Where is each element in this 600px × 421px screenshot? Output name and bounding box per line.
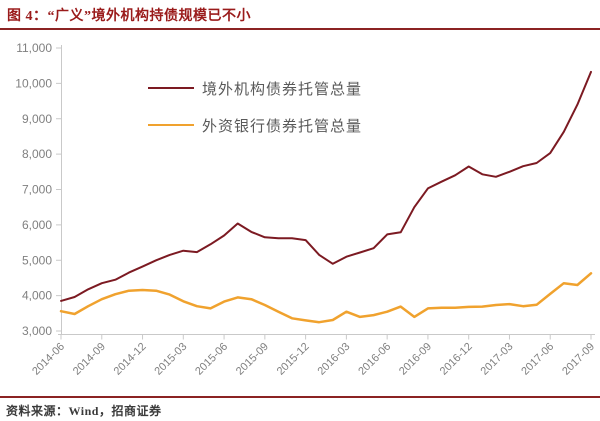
legend-line-swatch-red <box>148 87 194 89</box>
chart-legend: 境外机构债券托管总量 外资银行债券托管总量 <box>148 77 362 136</box>
y-axis-tick-label: 10,000 <box>15 76 52 90</box>
y-axis-tick-label: 5,000 <box>22 253 52 267</box>
x-axis-tick-label: 2017-09 <box>560 341 597 378</box>
x-axis-tick-label: 2015-03 <box>152 341 189 378</box>
x-axis-tick-label: 2016-03 <box>315 341 352 378</box>
series-line <box>59 272 593 324</box>
title-divider <box>0 28 600 30</box>
legend-item-foreign-institutions: 境外机构债券托管总量 <box>148 77 362 99</box>
figure-title: 图 4：“广义”境外机构持债规模已不小 <box>7 9 251 24</box>
legend-item-foreign-banks: 外资银行债券托管总量 <box>148 114 362 136</box>
source-note: 资料来源：Wind，招商证券 <box>6 404 162 418</box>
y-axis-tick-label: 7,000 <box>22 183 52 197</box>
x-axis-tick-label: 2017-06 <box>519 341 556 378</box>
y-axis-tick-label: 9,000 <box>22 112 52 126</box>
legend-label: 境外机构债券托管总量 <box>202 80 363 98</box>
x-axis-tick-label: 2016-06 <box>356 341 393 378</box>
legend-line-swatch-orange <box>148 124 194 126</box>
y-axis-tick-label: 4,000 <box>22 289 52 303</box>
y-axis-tick-label: 6,000 <box>22 218 52 232</box>
x-axis-tick-label: 2016-12 <box>438 341 475 378</box>
x-axis-tick-label: 2015-12 <box>275 341 312 378</box>
x-axis-tick-label: 2014-12 <box>112 341 149 378</box>
x-axis-tick-label: 2017-03 <box>479 341 516 378</box>
series-line <box>60 70 592 302</box>
y-axis-tick-label: 8,000 <box>22 147 52 161</box>
x-axis-tick-label: 2015-06 <box>193 341 230 378</box>
y-axis-tick-label: 3,000 <box>22 324 52 338</box>
x-axis-tick-label: 2016-09 <box>397 341 434 378</box>
y-axis-tick-label: 11,000 <box>16 41 52 55</box>
footer-divider <box>0 396 600 398</box>
x-axis-tick-label: 2014-06 <box>30 341 67 378</box>
x-axis-tick-label: 2014-09 <box>71 341 108 378</box>
x-axis-tick-label: 2015-09 <box>234 341 271 378</box>
legend-label: 外资银行债券托管总量 <box>202 117 363 135</box>
